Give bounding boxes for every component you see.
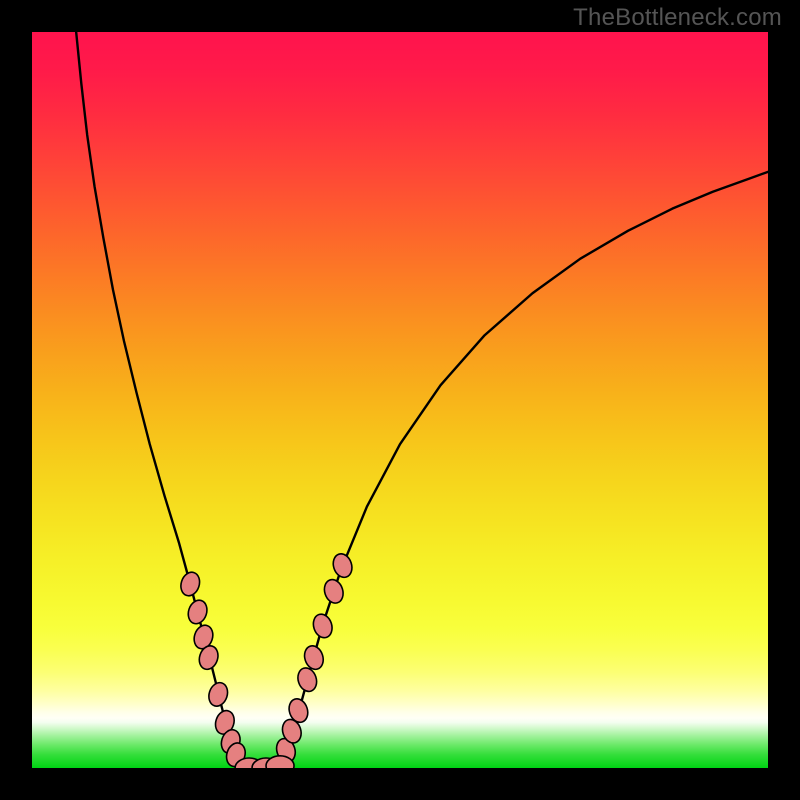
plot-area [32,32,768,768]
watermark-text: TheBottleneck.com [573,4,782,32]
curve-marker [330,551,355,579]
curve-marker [321,577,346,605]
curve-marker [206,680,231,708]
curve-marker [310,612,335,640]
curve-marker [178,570,203,598]
curve-marker [185,598,210,626]
bottleneck-curve [76,32,768,768]
chart-overlay [32,32,768,768]
chart-frame: TheBottleneck.com [0,0,800,800]
